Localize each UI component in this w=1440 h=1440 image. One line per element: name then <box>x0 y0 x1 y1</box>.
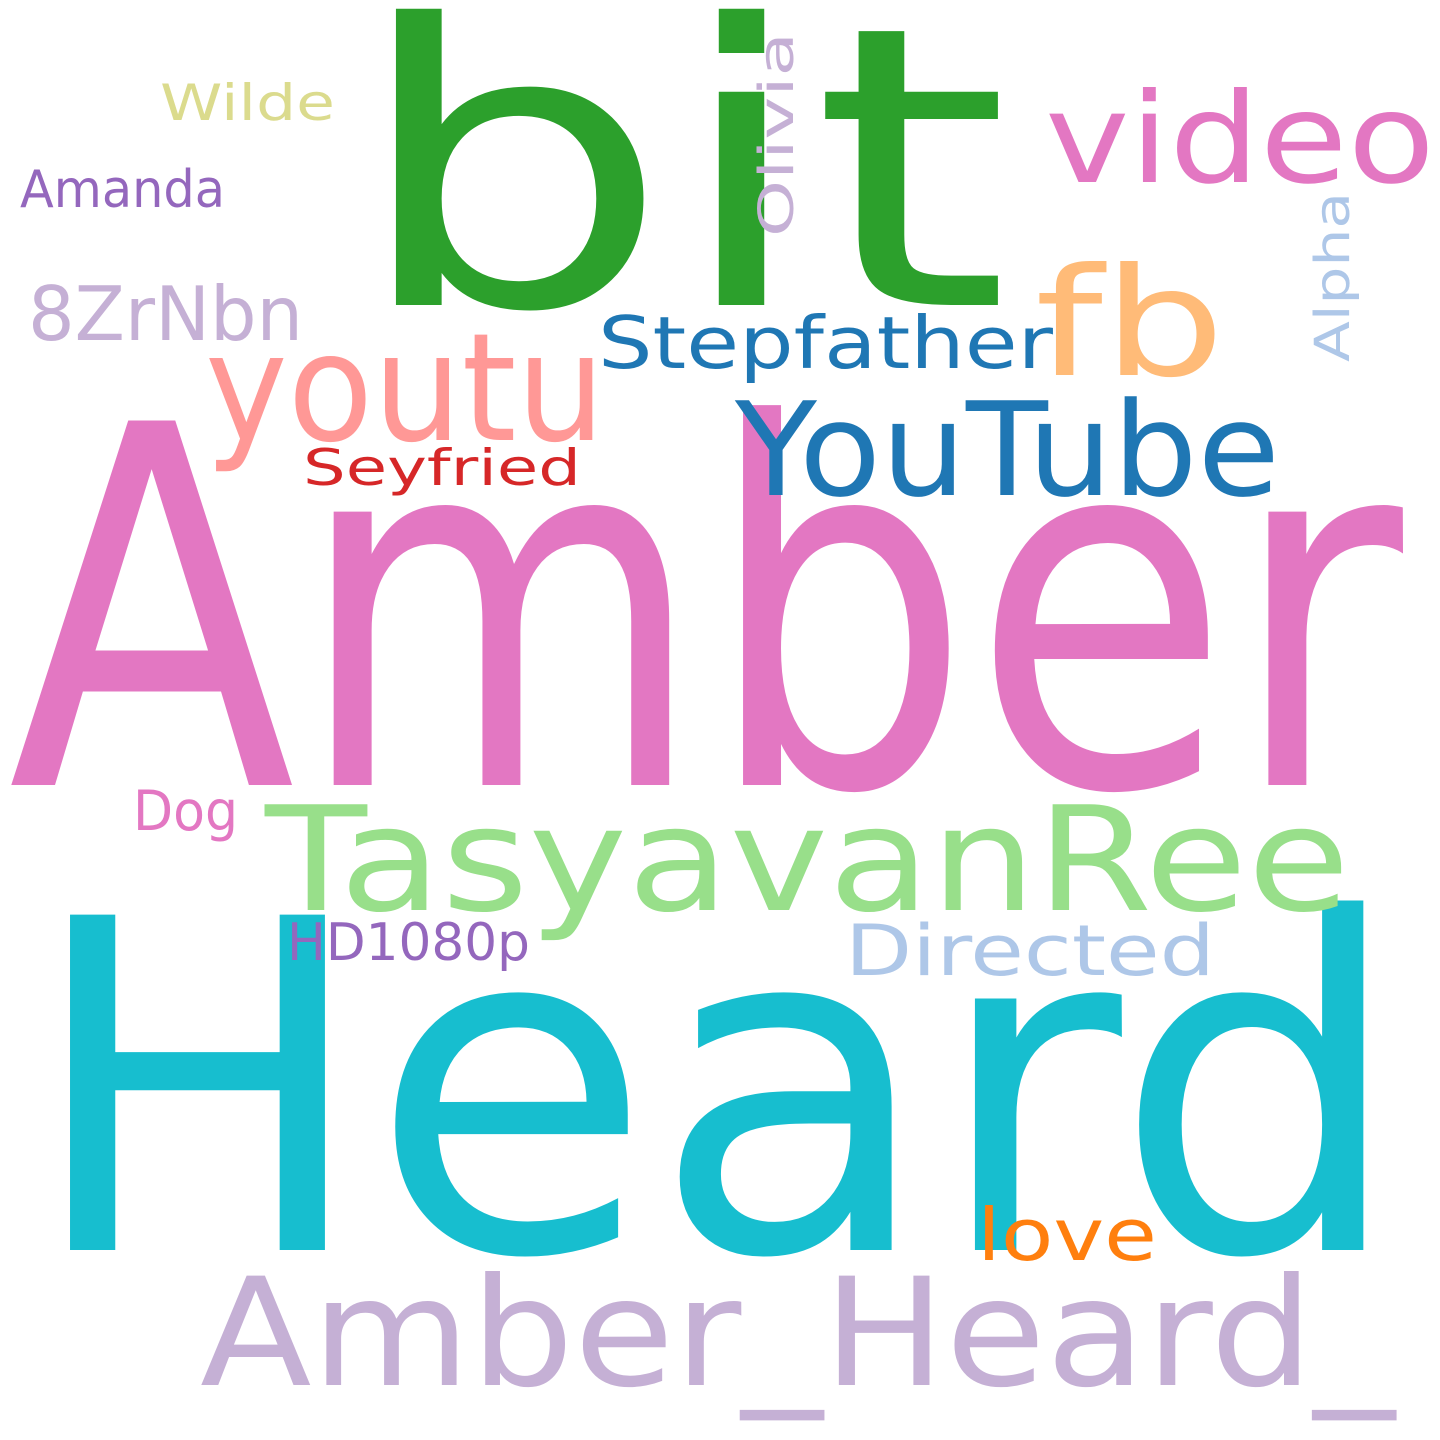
word-youtu: youtu <box>205 302 605 476</box>
word-alpha: Alpha <box>1305 192 1361 362</box>
word-seyfried: Seyfried <box>303 439 581 497</box>
word-fb: fb <box>1035 237 1225 411</box>
word-love: love <box>977 1193 1157 1277</box>
word-bit: bit <box>350 0 1010 397</box>
word-video: video <box>1045 67 1435 212</box>
word-amber: Amber <box>8 321 1408 903</box>
word-amanda: Amanda <box>20 160 225 220</box>
word-dog: Dog <box>133 779 238 843</box>
word-amber-heard: Amber_Heard_ <box>200 1247 1397 1421</box>
word-wilde: Wilde <box>160 74 335 132</box>
word-hd1080p: HD1080p <box>287 913 530 973</box>
word-directed: Directed <box>845 910 1215 992</box>
word-olivia: Olivia <box>749 32 805 237</box>
word-8zrnbn: 8ZrNbn <box>28 270 303 358</box>
word-heard: Heard <box>25 824 1405 1359</box>
word-tasyavanree: TasyavanRee <box>264 776 1350 945</box>
word-stepfather: Stepfather <box>598 301 1053 385</box>
word-youtube: YouTube <box>734 374 1280 526</box>
